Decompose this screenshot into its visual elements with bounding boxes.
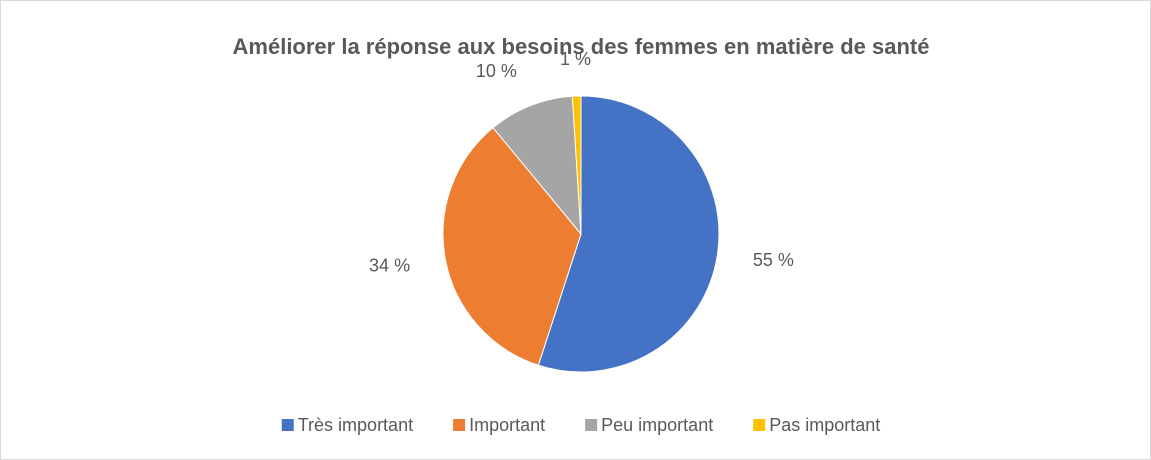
legend-swatch	[281, 419, 294, 431]
data-label: 10 %	[476, 61, 517, 81]
legend-swatch	[585, 419, 598, 431]
chart-title: Améliorer la réponse aux besoins des fem…	[233, 34, 930, 59]
data-label: 1 %	[560, 49, 591, 69]
legend-swatch	[753, 419, 766, 431]
legend-label: Peu important	[601, 415, 713, 435]
legend-label: Très important	[298, 415, 413, 435]
pie-slice	[571, 95, 582, 235]
data-label: 55 %	[753, 250, 794, 270]
data-label: 34 %	[369, 255, 410, 275]
pie-slice	[537, 95, 720, 373]
legend-label: Important	[469, 415, 545, 435]
pie-slice	[492, 95, 582, 236]
pie-slice	[442, 126, 582, 366]
legend-swatch	[453, 419, 466, 431]
legend-label: Pas important	[769, 415, 880, 435]
